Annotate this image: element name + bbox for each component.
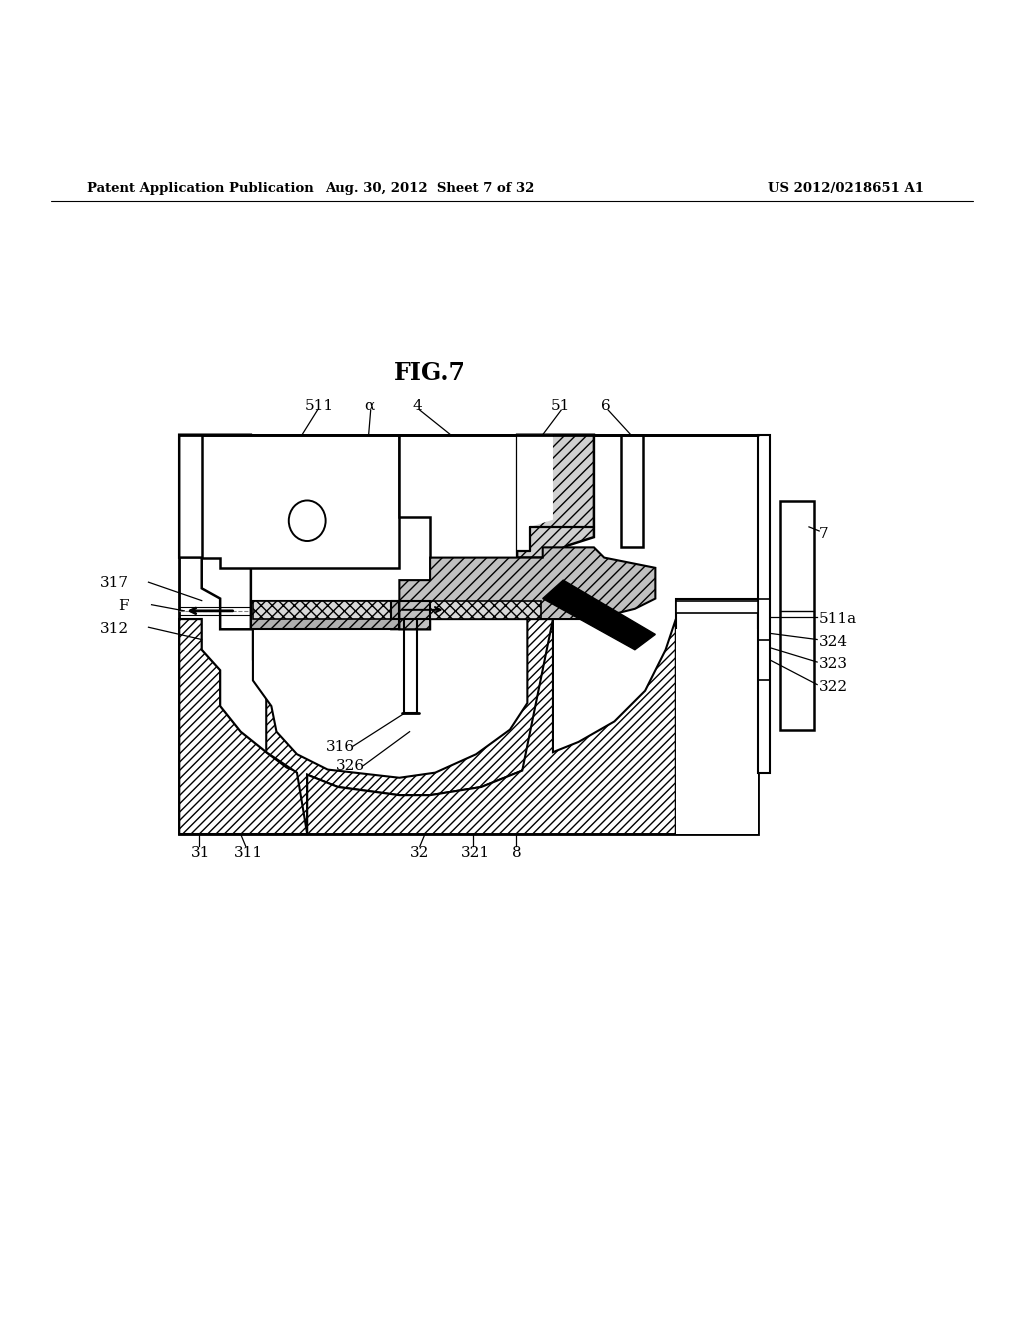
Text: 323: 323 <box>819 657 848 671</box>
Bar <box>676 601 758 612</box>
Polygon shape <box>517 434 553 552</box>
Text: Patent Application Publication: Patent Application Publication <box>87 182 313 195</box>
Polygon shape <box>399 548 655 630</box>
Polygon shape <box>517 434 594 557</box>
Bar <box>780 502 814 730</box>
Text: α: α <box>365 399 375 413</box>
Text: 51: 51 <box>551 399 570 413</box>
Text: FIG.7: FIG.7 <box>394 362 466 385</box>
Text: 311: 311 <box>233 846 262 859</box>
Text: 8: 8 <box>512 846 521 859</box>
Text: 31: 31 <box>190 846 210 859</box>
Polygon shape <box>179 434 251 630</box>
Text: 312: 312 <box>100 622 129 636</box>
Polygon shape <box>253 619 553 834</box>
Text: 511a: 511a <box>819 612 857 626</box>
Polygon shape <box>253 619 527 777</box>
Polygon shape <box>399 434 517 557</box>
Polygon shape <box>179 619 307 834</box>
Text: US 2012/0218651 A1: US 2012/0218651 A1 <box>768 182 924 195</box>
Bar <box>676 630 758 834</box>
Ellipse shape <box>289 500 326 541</box>
Text: 4: 4 <box>413 399 423 413</box>
Text: 317: 317 <box>100 577 129 590</box>
Bar <box>430 601 541 619</box>
Text: 6: 6 <box>601 399 611 413</box>
Text: 326: 326 <box>336 759 365 774</box>
Bar <box>758 434 770 772</box>
Text: F: F <box>118 599 128 612</box>
Text: 316: 316 <box>326 741 354 754</box>
Polygon shape <box>202 434 399 568</box>
Text: 322: 322 <box>819 680 848 693</box>
Polygon shape <box>307 619 676 834</box>
Text: 321: 321 <box>461 846 489 859</box>
Bar <box>253 601 391 619</box>
Text: Aug. 30, 2012  Sheet 7 of 32: Aug. 30, 2012 Sheet 7 of 32 <box>326 182 535 195</box>
Polygon shape <box>676 598 758 834</box>
Bar <box>621 434 643 548</box>
Polygon shape <box>251 601 399 630</box>
Polygon shape <box>543 579 655 649</box>
Text: 32: 32 <box>410 846 429 859</box>
Text: 324: 324 <box>819 635 848 648</box>
Bar <box>179 434 758 834</box>
Text: 7: 7 <box>819 527 828 541</box>
Text: 511: 511 <box>305 399 334 413</box>
